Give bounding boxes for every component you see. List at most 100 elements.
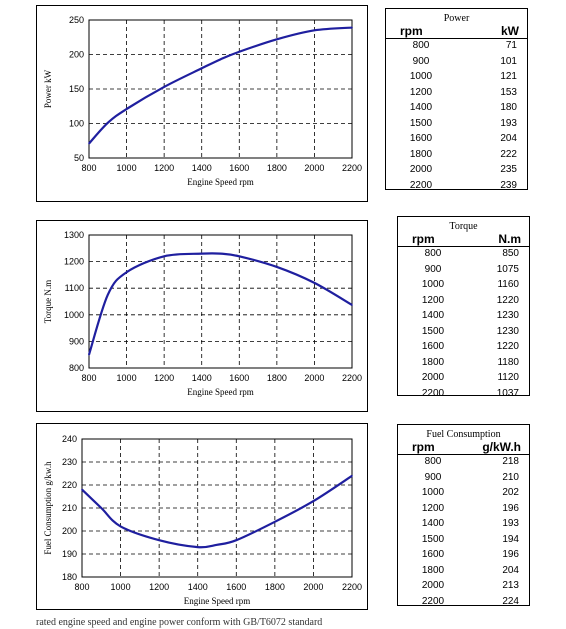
table-cell-rpm: 1600: [409, 133, 433, 144]
x-tick-label: 1400: [188, 582, 208, 592]
data-point: [351, 304, 353, 306]
table-cell-value: 222: [500, 148, 517, 160]
x-tick-label: 1000: [117, 373, 137, 383]
data-point: [276, 38, 278, 41]
data-point: [163, 255, 165, 258]
power-table-header: rpm kW: [386, 24, 527, 39]
y-tick-label: 150: [69, 84, 84, 94]
table-cell-rpm: 1400: [421, 310, 445, 321]
table-cell-rpm: 900: [424, 471, 442, 483]
table-cell-rpm: 1200: [421, 502, 445, 514]
table-row: 1200 1220: [398, 295, 529, 311]
fuel-chart-panel: 800 1000 1200 1400 1600 1800 2000 2200 180 190 200…: [36, 423, 368, 610]
table-cell-value: 213: [502, 580, 519, 591]
table-cell-value: 1120: [497, 372, 519, 383]
table-cell-value: 850: [502, 248, 519, 259]
data-point: [238, 255, 241, 258]
table-row: 2200 239: [386, 180, 527, 196]
power-chart: 800 1000 1200 1400 1600 1800 2000 2200 50 100 150 2…: [43, 15, 362, 187]
table-cell-value: 204: [500, 133, 517, 144]
data-point: [106, 294, 109, 296]
table-cell-rpm: 2000: [421, 372, 445, 383]
table-cell-value: 1037: [496, 387, 519, 399]
x-tick-label: 800: [81, 373, 96, 383]
table-cell-value: 1160: [497, 279, 519, 290]
table-cell-value: 224: [502, 595, 519, 607]
x-tick-label: 2000: [304, 163, 324, 173]
table-cell-value: 204: [502, 564, 519, 576]
table-cell-rpm: 1500: [409, 117, 433, 129]
table-cell-value: 193: [500, 117, 517, 129]
x-tick-label: 1800: [267, 373, 287, 383]
table-row: 1400 180: [386, 102, 527, 118]
table-cell-value: 121: [500, 71, 517, 82]
table-cell-rpm: 1600: [421, 549, 445, 560]
table-cell-rpm: 1200: [421, 294, 445, 306]
power-table: Power rpm kW 800 71 900 101 1000 121 1200 153 14…: [385, 8, 528, 191]
table-cell-rpm: 2000: [421, 580, 445, 591]
x-tick-label: 800: [74, 582, 89, 592]
data-point: [106, 122, 109, 124]
table-row: 800 71: [386, 40, 527, 56]
table-cell-value: 1180: [497, 356, 519, 368]
data-point: [312, 500, 315, 502]
plot-area: [88, 234, 353, 369]
table-row: 1500 1230: [398, 326, 529, 342]
table-cell-rpm: 2200: [421, 387, 445, 399]
y-tick-label: 240: [62, 434, 77, 444]
table-cell-rpm: 1800: [421, 564, 445, 576]
series-line: [81, 474, 353, 549]
x-tick-label: 800: [81, 163, 96, 173]
table-cell-value: 196: [502, 502, 519, 514]
data-point: [351, 26, 353, 29]
y-tick-label: 1200: [64, 257, 84, 267]
x-tick-label: 1200: [154, 163, 174, 173]
table-cell-value: 1220: [496, 341, 519, 352]
table-cell-rpm: 800: [424, 456, 442, 467]
y-axis-label: Fuel Consumption g/kw.h: [43, 461, 53, 555]
fuel-table-rows: 800 218 900 210 1000 202 1200 196 1400 193 1500 194…: [398, 456, 529, 611]
y-tick-label: 230: [62, 457, 77, 467]
torque-table-header: rpm N.m: [398, 232, 529, 247]
table-row: 2000 1120: [398, 372, 529, 388]
table-row: 900 1075: [398, 264, 529, 280]
table-row: 1500 194: [398, 534, 529, 550]
data-point: [119, 525, 122, 528]
data-point: [238, 50, 241, 53]
x-tick-label: 2200: [342, 582, 362, 592]
data-point: [125, 271, 128, 274]
table-cell-value: 210: [502, 471, 519, 483]
torque-chart: 800 1000 1200 1400 1600 1800 2000 2200 800 900 100…: [43, 230, 362, 397]
y-tick-label: 190: [62, 549, 77, 559]
data-point: [88, 353, 90, 356]
table-row: 1400 1230: [398, 310, 529, 326]
table-cell-rpm: 2200: [409, 179, 433, 191]
data-point: [196, 546, 199, 548]
table-row: 2200 224: [398, 596, 529, 612]
table-cell-rpm: 1500: [421, 533, 445, 545]
table-row: 1600 204: [386, 133, 527, 149]
data-point: [216, 544, 218, 546]
table-row: 900 101: [386, 56, 527, 72]
power-table-rows: 800 71 900 101 1000 121 1200 153 1400 180 1500 193 1…: [386, 40, 527, 195]
torque-table-title: Torque: [449, 221, 478, 232]
torque-chart-panel: 800 1000 1200 1400 1600 1800 2000 2200 800 900 100…: [36, 220, 368, 412]
fuel-table-title: Fuel Consumption: [426, 429, 501, 440]
data-point: [313, 29, 316, 32]
table-row: 800 850: [398, 248, 529, 264]
data-point: [100, 507, 103, 509]
table-cell-rpm: 1000: [421, 279, 445, 290]
y-tick-label: 200: [69, 50, 84, 60]
x-tick-label: 1000: [117, 163, 137, 173]
table-cell-rpm: 900: [412, 55, 430, 67]
table-cell-value: 239: [500, 179, 517, 191]
x-tick-label: 1600: [226, 582, 246, 592]
table-row: 1800 222: [386, 149, 527, 165]
y-tick-label: 250: [69, 15, 84, 25]
table-cell-value: 194: [502, 533, 519, 545]
table-row: 1000 121: [386, 71, 527, 87]
y-axis-label: Power kW: [43, 69, 53, 108]
table-cell-rpm: 2000: [409, 164, 433, 175]
data-point: [125, 108, 128, 110]
y-tick-label: 800: [69, 363, 84, 373]
